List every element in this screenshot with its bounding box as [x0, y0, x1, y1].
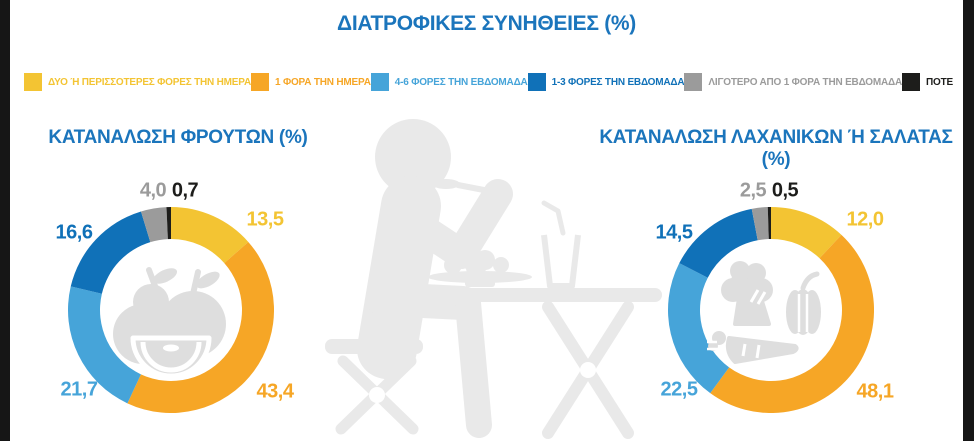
vegetables-donut-chart: 12,0 48,1 22,5 14,5 2,5 0,5 — [656, 180, 894, 413]
vegetables-icon — [707, 261, 821, 364]
donut-segment-lightblue — [668, 263, 730, 394]
donut-segment-lightblue — [68, 286, 141, 404]
donut-segment-darkblue — [679, 208, 758, 278]
legend-item-1-3-per-week: 1-3 ΦΟΡΕΣ ΤΗΝ ΕΒΔΟΜΑΔΑ — [527, 73, 685, 91]
donut-segment-gray — [751, 207, 769, 241]
fruit-donut-chart: 13,5 43,4 21,7 16,6 4,0 0,7 — [56, 180, 294, 413]
legend-swatch-icon — [684, 73, 703, 91]
veg-value-1-3-per-week: 14,5 — [655, 221, 693, 244]
legend-item-two-or-more-per-day: ΔΥΟ Ή ΠΕΡΙΣΣΟΤΕΡΕΣ ΦΟΡΕΣ ΤΗΝ ΗΜΕΡΑ — [24, 73, 251, 91]
donut-segment-orange — [127, 241, 274, 413]
fruit-donut-rings — [68, 207, 274, 413]
fruit-value-once-per-day: 43,4 — [256, 380, 294, 403]
legend-item-once-per-day: 1 ΦΟΡΑ ΤΗΝ ΗΜΕΡΑ — [251, 73, 371, 91]
vegetables-chart-title: ΚΑΤΑΝΑΛΩΣΗ ΛΑΧΑΝΙΚΩΝ Ή ΣΑΛΑΤΑΣ (%) — [599, 127, 953, 170]
fruits-icon — [113, 267, 226, 378]
fruit-value-4-6-per-week: 21,7 — [60, 378, 98, 401]
veg-value-less-than-once-per-week: 2,5 — [739, 179, 767, 202]
legend: ΔΥΟ Ή ΠΕΡΙΣΣΟΤΕΡΕΣ ΦΟΡΕΣ ΤΗΝ ΗΜΕΡΑ 1 ΦΟΡ… — [24, 72, 953, 92]
veg-value-once-per-day: 48,1 — [856, 380, 894, 403]
legend-swatch-icon — [902, 73, 921, 91]
vegetables-donut-rings — [668, 207, 874, 413]
veg-value-two-or-more-per-day: 12,0 — [846, 208, 884, 231]
donut-segment-gray — [140, 207, 168, 243]
legend-item-label: 1-3 ΦΟΡΕΣ ΤΗΝ ΕΒΔΟΜΑΔΑ — [551, 76, 685, 88]
legend-item-never: ΠΟΤΕ — [902, 73, 953, 91]
infographic-page: ΔΙΑΤΡΟΦΙΚΕΣ ΣΥΝΗΘΕΙΕΣ (%) ΔΥΟ Ή ΠΕΡΙΣΣΟΤ… — [10, 0, 963, 441]
legend-item-label: ΠΟΤΕ — [926, 76, 954, 88]
donut-segment-orange — [710, 234, 874, 413]
page-title: ΔΙΑΤΡΟΦΙΚΕΣ ΣΥΝΗΘΕΙΕΣ (%) — [337, 12, 636, 35]
legend-item-4-6-per-week: 4-6 ΦΟΡΕΣ ΤΗΝ ΕΒΔΟΜΑΔΑ — [370, 73, 528, 91]
legend-swatch-icon — [24, 73, 42, 91]
legend-item-less-than-once-per-week: ΛΙΓΟΤΕΡΟ ΑΠΟ 1 ΦΟΡΑ ΤΗΝ ΕΒΔΟΜΑΔΑ — [684, 73, 902, 91]
legend-item-label: ΔΥΟ Ή ΠΕΡΙΣΣΟΤΕΡΕΣ ΦΟΡΕΣ ΤΗΝ ΗΜΕΡΑ — [48, 76, 251, 88]
person-eating-illustration — [325, 119, 662, 439]
legend-swatch-icon — [527, 73, 546, 91]
fruit-chart-title: ΚΑΤΑΝΑΛΩΣΗ ΦΡΟΥΤΩΝ (%) — [48, 127, 308, 148]
fruit-value-less-than-once-per-week: 4,0 — [139, 179, 167, 202]
donut-segment-yellow — [771, 207, 842, 259]
donut-segment-yellow — [171, 207, 249, 264]
fruit-value-two-or-more-per-day: 13,5 — [246, 208, 284, 231]
veg-value-4-6-per-week: 22,5 — [660, 378, 698, 401]
legend-swatch-icon — [251, 73, 269, 91]
veg-value-never: 0,5 — [771, 179, 799, 202]
donut-segment-black — [767, 207, 771, 240]
legend-swatch-icon — [370, 73, 389, 91]
fruit-value-1-3-per-week: 16,6 — [55, 221, 93, 244]
legend-item-label: ΛΙΓΟΤΕΡΟ ΑΠΟ 1 ΦΟΡΑ ΤΗΝ ΕΒΔΟΜΑΔΑ — [708, 76, 903, 88]
donut-segment-darkblue — [70, 211, 151, 294]
donut-segment-black — [166, 207, 171, 240]
legend-item-label: 1 ΦΟΡΑ ΤΗΝ ΗΜΕΡΑ — [275, 76, 371, 88]
legend-item-label: 4-6 ΦΟΡΕΣ ΤΗΝ ΕΒΔΟΜΑΔΑ — [394, 76, 528, 88]
fruit-value-never: 0,7 — [171, 179, 199, 202]
